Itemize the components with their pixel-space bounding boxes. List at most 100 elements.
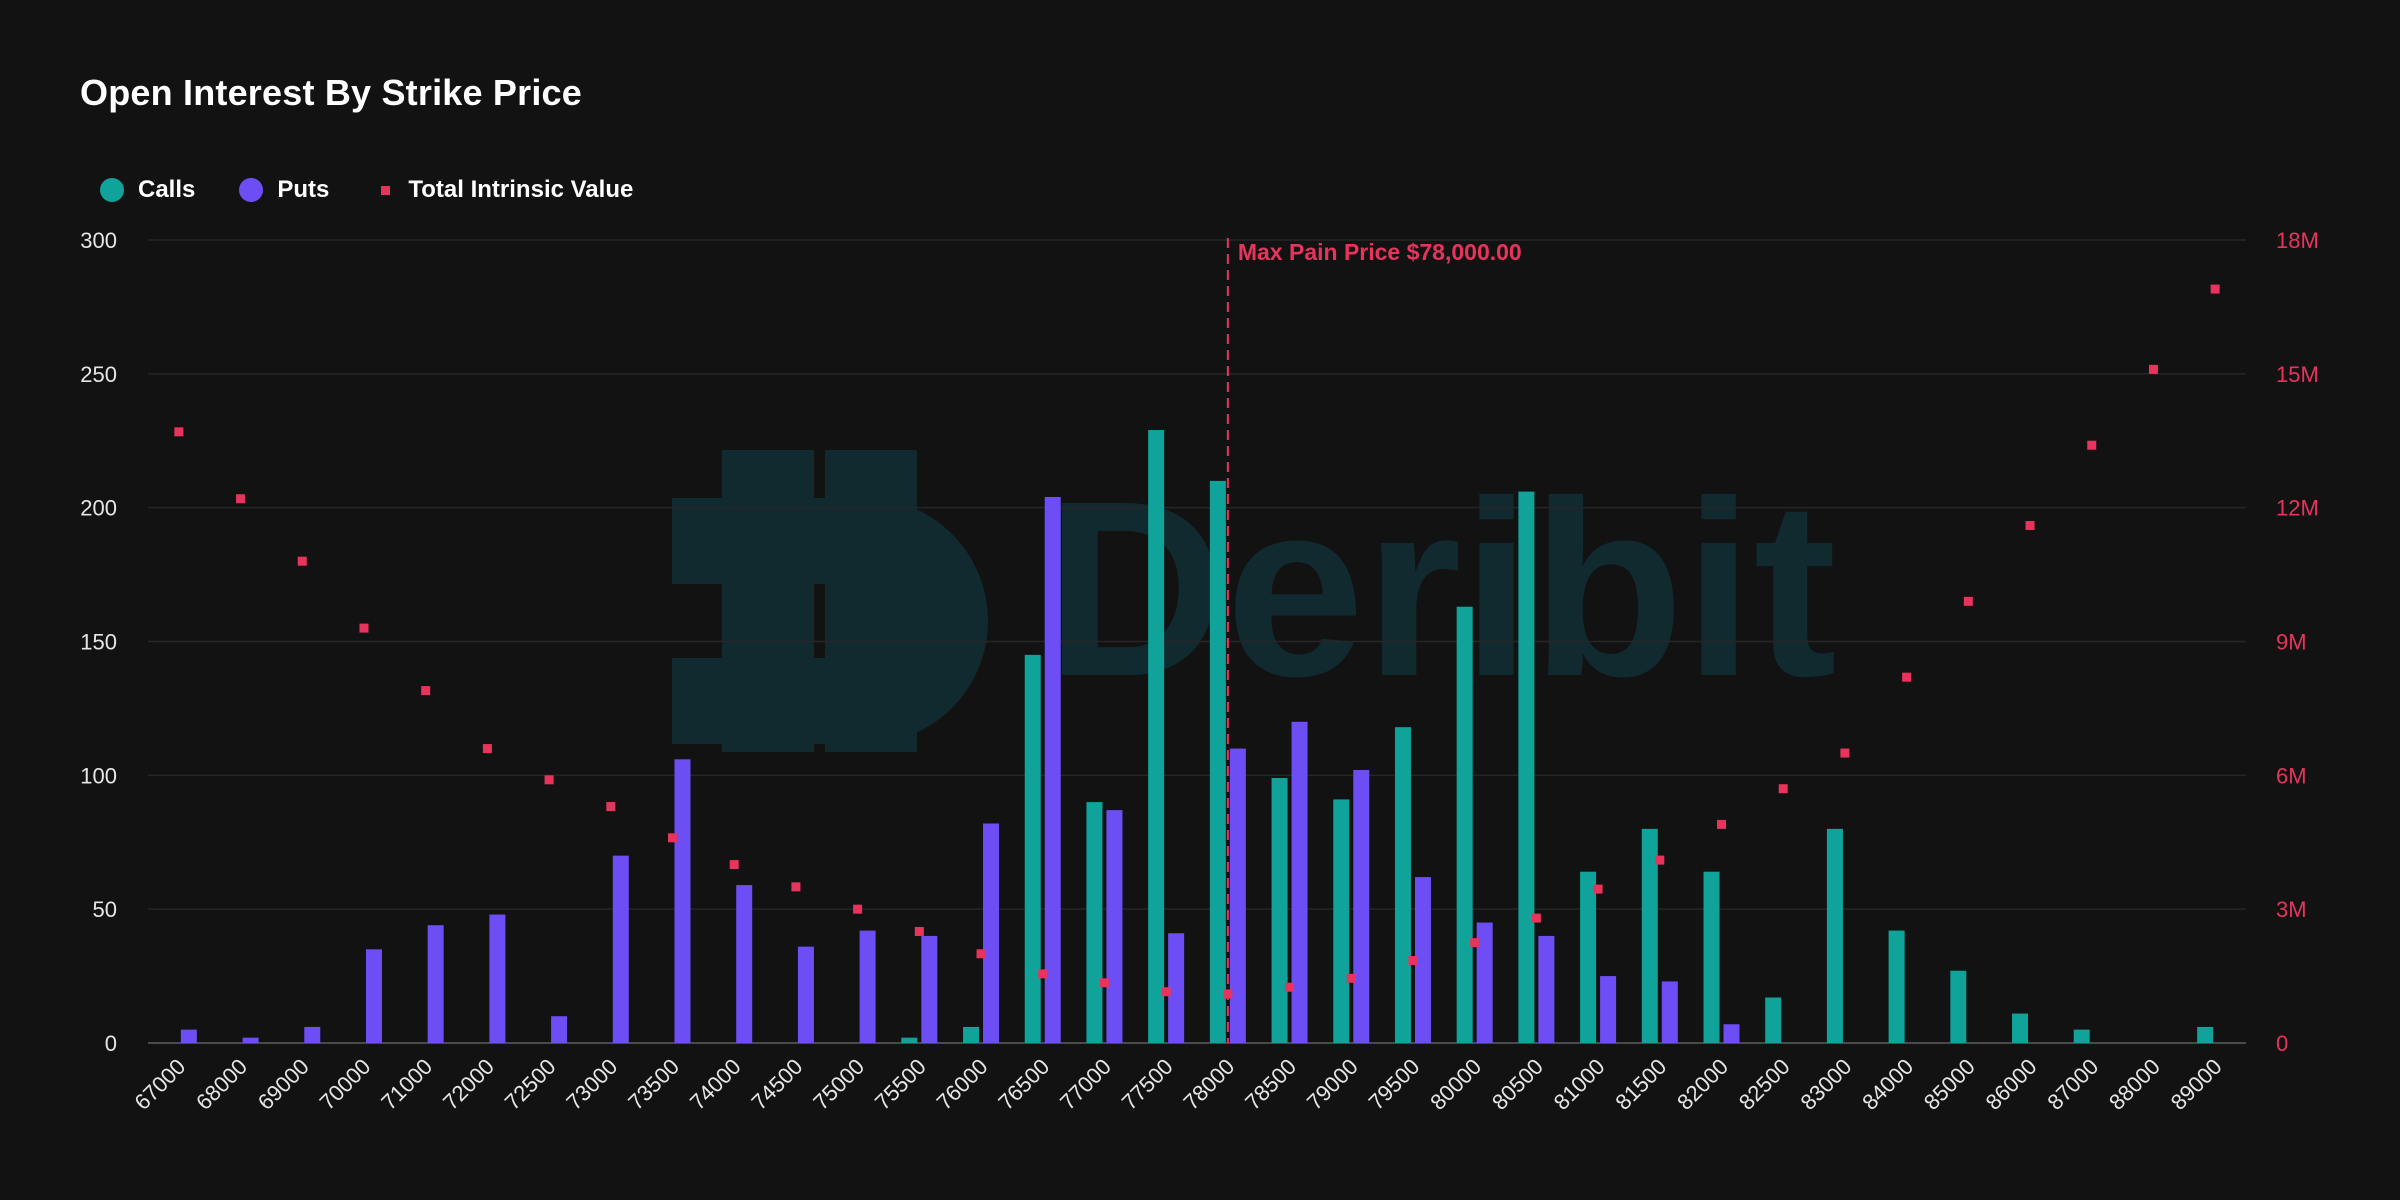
x-tick-label: 80000 bbox=[1425, 1054, 1486, 1115]
put-bar[interactable] bbox=[797, 946, 814, 1043]
call-bar[interactable] bbox=[1950, 970, 1967, 1043]
intrinsic-point[interactable] bbox=[2087, 440, 2097, 450]
put-bar[interactable] bbox=[1661, 981, 1678, 1043]
put-bar[interactable] bbox=[612, 855, 629, 1043]
intrinsic-point[interactable] bbox=[668, 833, 677, 843]
put-bar[interactable] bbox=[427, 925, 444, 1043]
x-tick-label: 72500 bbox=[500, 1054, 561, 1115]
intrinsic-point[interactable] bbox=[1963, 596, 1973, 606]
intrinsic-point[interactable] bbox=[729, 860, 739, 870]
right-tick-label: 6M bbox=[2276, 763, 2307, 788]
legend-puts-label: Puts bbox=[277, 176, 330, 203]
call-bar[interactable] bbox=[1641, 828, 1658, 1043]
intrinsic-point[interactable] bbox=[1717, 819, 1726, 829]
put-bar[interactable] bbox=[674, 759, 691, 1043]
put-bar[interactable] bbox=[1229, 748, 1246, 1043]
call-bar[interactable] bbox=[1888, 930, 1905, 1043]
intrinsic-point[interactable] bbox=[1161, 987, 1171, 997]
call-bar[interactable] bbox=[1209, 480, 1226, 1043]
call-bar[interactable] bbox=[1826, 828, 1843, 1043]
x-tick-label: 81000 bbox=[1549, 1054, 1610, 1115]
put-bar[interactable] bbox=[365, 949, 382, 1043]
x-tick-label: 88000 bbox=[2104, 1054, 2165, 1115]
intrinsic-point[interactable] bbox=[2025, 521, 2035, 531]
put-bar[interactable] bbox=[983, 823, 1000, 1043]
put-bar[interactable] bbox=[1600, 976, 1617, 1043]
x-tick-label: 76000 bbox=[932, 1054, 993, 1115]
put-bar[interactable] bbox=[736, 885, 753, 1043]
x-tick-label: 73000 bbox=[561, 1054, 622, 1115]
left-tick-label: 300 bbox=[80, 228, 117, 253]
put-bar[interactable] bbox=[180, 1029, 197, 1043]
call-bar[interactable] bbox=[1765, 997, 1782, 1043]
put-bar[interactable] bbox=[1168, 933, 1185, 1043]
x-tick-label: 75000 bbox=[808, 1054, 869, 1115]
call-bar[interactable] bbox=[1394, 727, 1411, 1043]
call-bar[interactable] bbox=[1086, 802, 1103, 1043]
call-bar[interactable] bbox=[1148, 430, 1165, 1043]
put-bar[interactable] bbox=[304, 1026, 321, 1043]
call-bar[interactable] bbox=[1703, 871, 1720, 1043]
put-bar[interactable] bbox=[1291, 721, 1308, 1043]
intrinsic-point[interactable] bbox=[1408, 955, 1418, 965]
intrinsic-point[interactable] bbox=[359, 623, 369, 633]
intrinsic-point[interactable] bbox=[1593, 884, 1603, 894]
intrinsic-point[interactable] bbox=[544, 775, 554, 785]
put-bar[interactable] bbox=[551, 1016, 568, 1043]
put-bar[interactable] bbox=[242, 1037, 259, 1043]
intrinsic-point[interactable] bbox=[1038, 969, 1048, 979]
put-bar[interactable] bbox=[1414, 877, 1431, 1043]
intrinsic-point[interactable] bbox=[791, 882, 801, 892]
put-bar[interactable] bbox=[1476, 922, 1493, 1043]
call-bar[interactable] bbox=[2073, 1029, 2090, 1043]
put-bar[interactable] bbox=[921, 935, 938, 1043]
intrinsic-point[interactable] bbox=[1099, 978, 1109, 988]
put-bar[interactable] bbox=[1538, 935, 1555, 1043]
put-bar[interactable] bbox=[1353, 769, 1370, 1043]
call-bar[interactable] bbox=[2012, 1013, 2029, 1043]
intrinsic-point[interactable] bbox=[606, 802, 616, 812]
intrinsic-point[interactable] bbox=[1902, 672, 1912, 682]
put-bar[interactable] bbox=[1723, 1024, 1740, 1043]
intrinsic-point[interactable] bbox=[174, 427, 184, 437]
intrinsic-point[interactable] bbox=[297, 556, 307, 566]
legend-item-puts[interactable]: Puts bbox=[239, 176, 329, 204]
intrinsic-point[interactable] bbox=[421, 686, 431, 696]
call-bar[interactable] bbox=[1580, 871, 1597, 1043]
call-bar[interactable] bbox=[1518, 491, 1535, 1043]
put-bar[interactable] bbox=[859, 930, 876, 1043]
intrinsic-point[interactable] bbox=[482, 744, 492, 754]
legend-item-calls[interactable]: Calls bbox=[100, 176, 195, 204]
call-bar[interactable] bbox=[1024, 654, 1041, 1043]
max-pain-annotation: Max Pain Price $78,000.00 bbox=[1226, 238, 1522, 1043]
call-bar[interactable] bbox=[1333, 799, 1350, 1043]
intrinsic-point[interactable] bbox=[1531, 913, 1541, 923]
intrinsic-point[interactable] bbox=[853, 904, 863, 914]
intrinsic-point[interactable] bbox=[1840, 748, 1850, 758]
intrinsic-point[interactable] bbox=[236, 494, 246, 504]
intrinsic-point[interactable] bbox=[1470, 938, 1480, 948]
intrinsic-point[interactable] bbox=[1778, 784, 1788, 794]
call-bar[interactable] bbox=[901, 1037, 918, 1043]
x-tick-label: 74500 bbox=[747, 1054, 808, 1115]
call-bar[interactable] bbox=[963, 1026, 980, 1043]
call-bar[interactable] bbox=[1456, 606, 1473, 1043]
intrinsic-point[interactable] bbox=[1285, 982, 1295, 992]
legend-item-total-intrinsic-value[interactable]: Total Intrinsic Value bbox=[373, 176, 633, 204]
intrinsic-point[interactable] bbox=[1655, 855, 1665, 865]
intrinsic-point[interactable] bbox=[976, 949, 986, 959]
intrinsic-point[interactable] bbox=[2148, 364, 2158, 374]
put-bar[interactable] bbox=[1044, 496, 1061, 1044]
right-tick-label: 12M bbox=[2276, 496, 2319, 521]
put-bar[interactable] bbox=[1106, 810, 1123, 1043]
intrinsic-point[interactable] bbox=[1346, 973, 1356, 983]
x-tick-label: 68000 bbox=[191, 1054, 252, 1115]
intrinsic-point[interactable] bbox=[914, 926, 924, 936]
x-axis-tick-labels: 67000 68000 69000 70000 71000 72000 72500 73000… bbox=[129, 1054, 2226, 1115]
intrinsic-point[interactable] bbox=[2210, 284, 2220, 294]
call-bar[interactable] bbox=[2197, 1026, 2214, 1043]
put-bar[interactable] bbox=[489, 914, 506, 1043]
call-bar[interactable] bbox=[1271, 778, 1288, 1043]
x-tick-label: 78000 bbox=[1178, 1054, 1239, 1115]
